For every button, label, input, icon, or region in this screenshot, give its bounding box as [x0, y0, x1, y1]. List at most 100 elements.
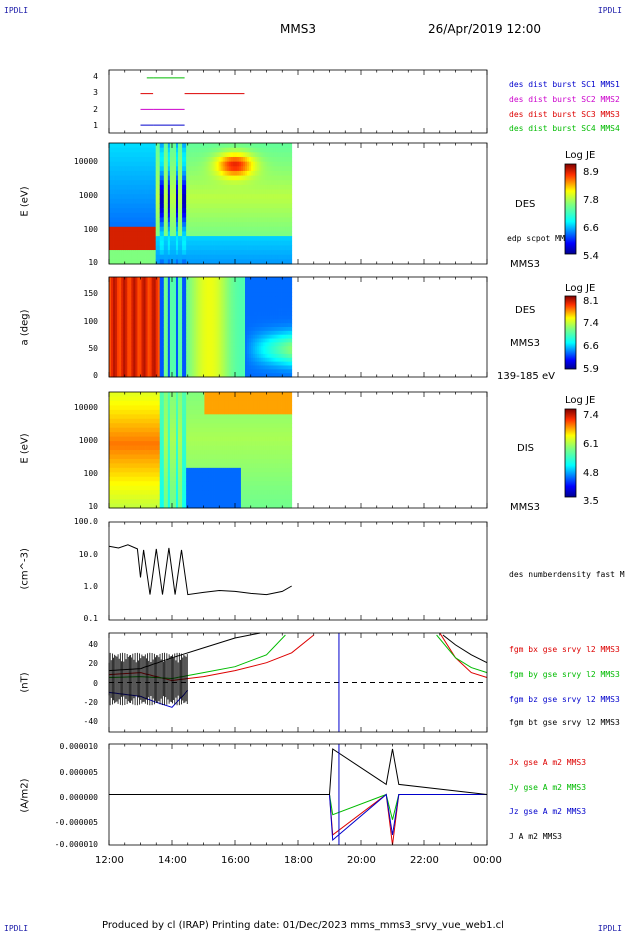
des_energy-cell [269, 203, 272, 209]
des_energy-cell [198, 143, 201, 149]
des_pitch-cell [117, 373, 120, 378]
des_pitch-cell [228, 369, 232, 374]
des_energy-cell [204, 161, 207, 167]
des_energy-cell [202, 208, 205, 214]
des_energy-cell [263, 184, 266, 190]
des_pitch-cell [141, 342, 144, 347]
des_pitch-cell [285, 307, 289, 313]
des_energy-cell [253, 245, 256, 251]
des_energy-cell [135, 198, 138, 204]
dis_energy-cell [109, 418, 112, 424]
des_pitch-cell [255, 334, 258, 339]
des_energy-cell [240, 147, 244, 153]
des_pitch-cell [169, 357, 173, 363]
des_energy-cell [190, 226, 193, 232]
des_energy-cell [121, 198, 124, 204]
des_energy-cell [167, 189, 171, 195]
des_energy-cell [188, 194, 191, 200]
des_pitch-cell [232, 342, 236, 347]
des_energy-cell [178, 226, 181, 232]
des_pitch-cell [141, 311, 144, 316]
des_energy-cell [283, 250, 287, 256]
des_energy-cell [261, 166, 264, 172]
des_pitch-cell [119, 334, 122, 339]
des_pitch-cell [287, 288, 291, 293]
dis_energy-cell [125, 418, 128, 424]
des_energy-cell [149, 254, 153, 260]
des_pitch-cell [255, 277, 258, 282]
des_pitch-cell [184, 315, 187, 320]
des_energy-cell [269, 245, 272, 251]
des_energy-cell [143, 161, 146, 167]
des_pitch-cell [129, 303, 132, 309]
des_pitch-cell [117, 319, 120, 324]
des_pitch-cell [242, 315, 246, 320]
des_energy-cell [251, 222, 254, 228]
des_energy-cell [220, 180, 224, 186]
des_pitch-cell [109, 365, 112, 370]
des_energy-cell [119, 222, 122, 228]
des_energy-cell [117, 212, 120, 218]
des_pitch-cell [230, 342, 234, 347]
des_pitch-cell [202, 353, 205, 359]
des_energy-cell [151, 236, 155, 242]
des_pitch-cell [178, 280, 181, 286]
des_energy-cell [145, 152, 148, 158]
des_pitch-cell [180, 365, 183, 370]
des_pitch-cell [283, 357, 287, 363]
des_energy-cell [190, 189, 193, 195]
des_pitch-cell [145, 300, 148, 305]
des_energy-cell [222, 143, 226, 149]
des_pitch-cell [178, 330, 181, 336]
des_energy-cell [121, 143, 124, 149]
des_energy-cell [117, 217, 120, 223]
des_pitch-cell [129, 330, 132, 336]
des_pitch-cell [249, 280, 252, 286]
des_pitch-cell [147, 319, 150, 324]
des_pitch-cell [247, 303, 250, 309]
des_pitch-cell [123, 338, 126, 343]
des_energy-cell [157, 245, 161, 251]
des_pitch-cell [206, 350, 209, 355]
des_pitch-cell [117, 288, 120, 293]
des_pitch-cell [269, 288, 272, 293]
des_energy-cell [238, 180, 242, 186]
des_energy-cell [283, 208, 287, 214]
des_pitch-cell [198, 373, 201, 378]
des_energy-cell [186, 222, 189, 228]
des_pitch-cell [267, 277, 270, 282]
des_pitch-cell [127, 303, 130, 309]
des_pitch-cell [240, 334, 244, 339]
des_pitch-cell [121, 338, 124, 343]
des_energy-cell [277, 212, 280, 218]
des_energy-cell [109, 143, 112, 149]
des_energy-cell [273, 184, 276, 190]
des_pitch-cell [192, 342, 195, 347]
des_pitch-cell [123, 346, 126, 351]
des_pitch-cell [236, 300, 240, 305]
des_pitch-cell [175, 288, 179, 293]
des_energy-cell [175, 166, 179, 172]
des_pitch-cell [208, 342, 211, 347]
des_pitch-cell [261, 350, 264, 355]
des_energy-cell [109, 156, 112, 163]
des_pitch-cell [178, 365, 181, 370]
des_energy-cell [127, 236, 130, 242]
des_energy-cell [182, 152, 185, 158]
des_pitch-cell [161, 361, 165, 366]
des_pitch-cell [161, 288, 165, 293]
des_pitch-cell [194, 361, 197, 366]
des_energy-cell [167, 152, 171, 158]
des-energy-ytick: 10000 [73, 157, 98, 166]
des_pitch-cell [216, 353, 220, 359]
des_pitch-cell [238, 373, 242, 378]
des_energy-cell [271, 175, 274, 181]
des_pitch-cell [204, 300, 207, 305]
des_pitch-cell [159, 307, 163, 313]
des_pitch-cell [153, 284, 157, 289]
des_pitch-cell [153, 353, 157, 359]
des_energy-cell [279, 250, 282, 256]
des_energy-cell [125, 175, 128, 181]
des_pitch-cell [167, 300, 171, 305]
des_pitch-cell [230, 369, 234, 374]
